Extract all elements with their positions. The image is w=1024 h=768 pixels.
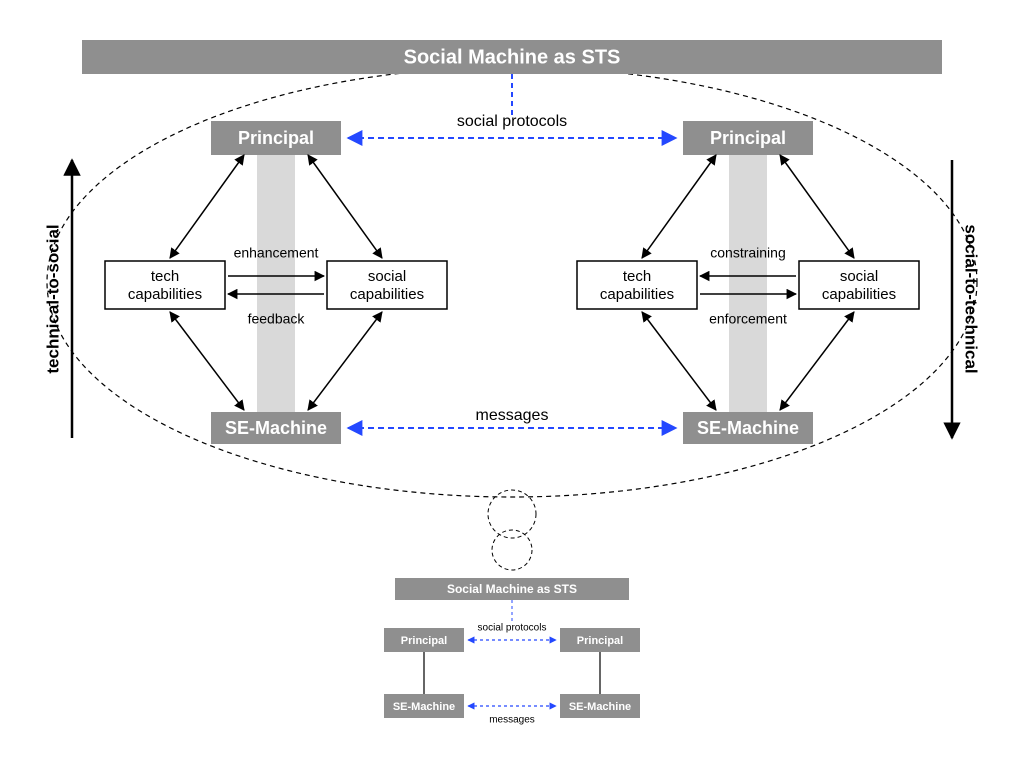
mini-right-se-text: SE-Machine [569, 701, 631, 713]
messages-label: messages [476, 407, 549, 424]
mini-title-text: Social Machine as STS [447, 582, 577, 596]
right-cluster: Principal SE-Machine tech capabilities s… [577, 121, 919, 444]
left-tech-l1: tech [151, 268, 179, 285]
left-social-l1: social [368, 268, 406, 285]
left-social-l2: capabilities [350, 286, 424, 303]
right-se-social-arrow [780, 312, 854, 410]
side-left-label: technical-to-social [43, 224, 62, 373]
left-band [257, 151, 295, 416]
mini-left-principal-text: Principal [401, 635, 447, 647]
social-protocols-label: social protocols [457, 113, 567, 130]
left-se-social-arrow [308, 312, 382, 410]
left-principal-text: Principal [238, 128, 314, 148]
right-social-l1: social [840, 268, 878, 285]
left-principal-social-arrow [308, 155, 382, 258]
left-se-text: SE-Machine [225, 418, 327, 438]
left-feedback-label: feedback [248, 311, 306, 327]
right-social-l2: capabilities [822, 286, 896, 303]
diagram-canvas: Social Machine as STS Principal SE-Machi… [0, 0, 1024, 768]
left-principal-tech-arrow [170, 155, 244, 258]
left-enhancement-label: enhancement [234, 245, 319, 261]
right-principal-social-arrow [780, 155, 854, 258]
left-cluster: Principal SE-Machine tech capabilities s… [105, 121, 447, 444]
link-circle-bottom [492, 530, 532, 570]
right-enforcement-label: enforcement [709, 311, 787, 327]
title-text: Social Machine as STS [404, 46, 621, 68]
mini-diagram: Social Machine as STS Principal Principa… [322, 572, 702, 768]
right-principal-tech-arrow [642, 155, 716, 258]
mini-left-se-text: SE-Machine [393, 701, 455, 713]
mini-messages-label: messages [489, 715, 535, 726]
right-tech-l2: capabilities [600, 286, 674, 303]
right-band [729, 151, 767, 416]
right-principal-text: Principal [710, 128, 786, 148]
left-tech-l2: capabilities [128, 286, 202, 303]
side-right-label: social-to-technical [962, 224, 981, 373]
right-tech-l1: tech [623, 268, 651, 285]
mini-right-principal-text: Principal [577, 635, 623, 647]
left-se-tech-arrow [170, 312, 244, 410]
right-se-text: SE-Machine [697, 418, 799, 438]
right-se-tech-arrow [642, 312, 716, 410]
mini-protocols-label: social protocols [478, 623, 547, 634]
right-constraining-label: constraining [710, 245, 786, 261]
